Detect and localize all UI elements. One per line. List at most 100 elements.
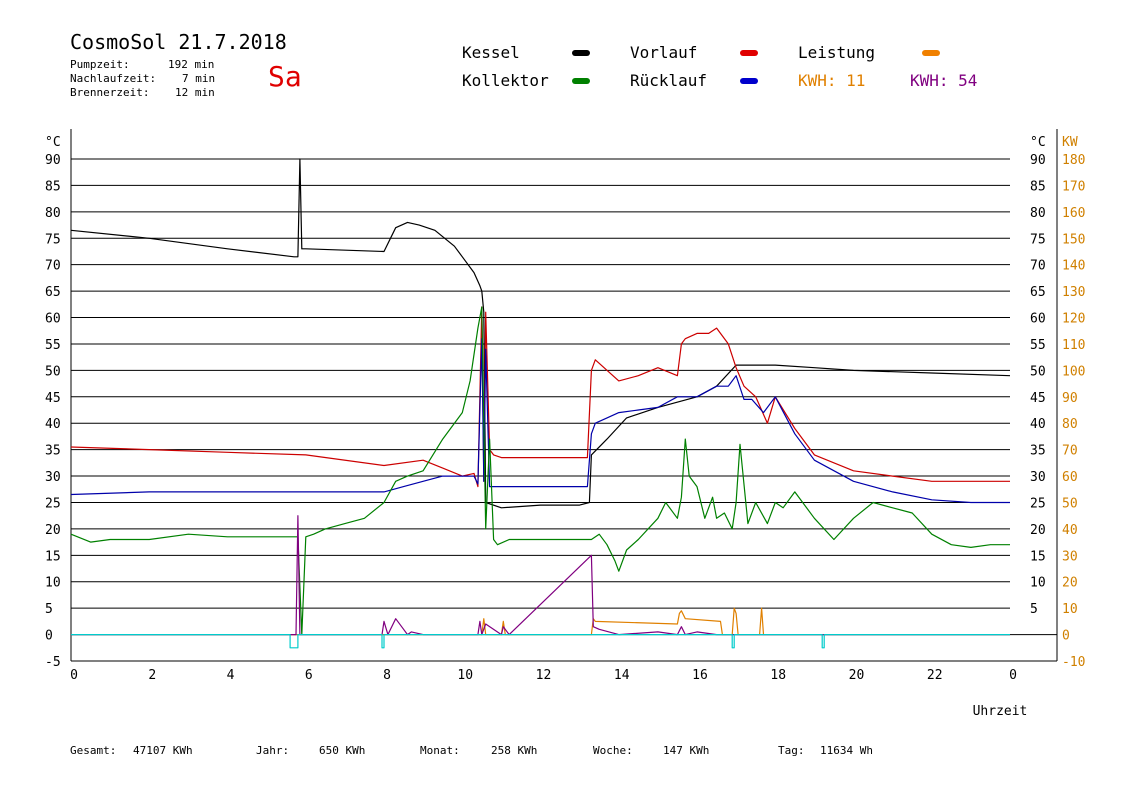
x-axis-label: Uhrzeit: [973, 704, 1028, 719]
footer-tag-label: Tag:: [778, 744, 805, 757]
series-line-kwh: [71, 515, 1010, 636]
footer-jahr-value: 650 KWh: [319, 744, 366, 757]
stat-nachlaufzeit-label: Nachlaufzeit:: [70, 72, 157, 85]
series-line-kollektor: [70, 306, 1010, 636]
stat-brennerzeit-value: 12 min: [175, 86, 215, 99]
stat-pumpzeit-value: 192 min: [168, 58, 215, 71]
y-tick-right-temp-16: 85: [1030, 179, 1046, 194]
y-tick-right-kw-3: 20: [1062, 576, 1078, 591]
y-tick-right-temp-3: 20: [1030, 523, 1046, 538]
legend-kwh-orange: KWH: 11: [798, 71, 866, 90]
x-tick-5: 10: [457, 668, 473, 683]
y-tick-right-kw-17: 160: [1062, 206, 1085, 221]
y-tick-left-9: 40: [45, 417, 61, 432]
series-line-rcklauf: [70, 338, 1010, 504]
y-tick-right-kw-5: 40: [1062, 523, 1078, 538]
y-tick-left-3: 10: [45, 576, 61, 591]
y-tick-left-4: 15: [45, 549, 61, 564]
y-tick-right-temp-17: 90: [1030, 153, 1046, 168]
y-tick-left-18: 85: [45, 179, 61, 194]
y-tick-left-15: 70: [45, 259, 61, 274]
legend-kollektor: Kollektor: [462, 71, 549, 90]
y-tick-right-temp-9: 50: [1030, 364, 1046, 379]
footer-gesamt-value: 47107 KWh: [133, 744, 193, 757]
x-tick-12: 0: [1009, 668, 1017, 683]
y-tick-right-kw-7: 60: [1062, 470, 1078, 485]
y-tick-right-kw-0: -10: [1062, 655, 1085, 670]
legend-kwh-purple: KWH: 54: [910, 71, 978, 90]
y-tick-left-6: 25: [45, 496, 61, 511]
legend-kessel: Kessel: [462, 43, 520, 62]
y-unit-right-kw: KW: [1062, 135, 1078, 150]
x-tick-0: 0: [70, 668, 78, 683]
x-tick-2: 4: [227, 668, 235, 683]
y-tick-right-kw-4: 30: [1062, 549, 1078, 564]
y-tick-right-temp-13: 70: [1030, 259, 1046, 274]
y-tick-right-kw-9: 80: [1062, 417, 1078, 432]
y-tick-right-kw-14: 130: [1062, 285, 1085, 300]
y-tick-right-temp-10: 55: [1030, 338, 1046, 353]
footer-tag-value: 11634 Wh: [820, 744, 873, 757]
x-tick-3: 6: [305, 668, 313, 683]
legend-kessel-swatch: [572, 50, 590, 56]
y-tick-right-temp-7: 40: [1030, 417, 1046, 432]
x-tick-11: 22: [927, 668, 943, 683]
legend-vorlauf-swatch: [740, 50, 758, 56]
y-tick-right-kw-2: 10: [1062, 602, 1078, 617]
y-tick-left-11: 50: [45, 364, 61, 379]
y-tick-left-16: 75: [45, 232, 61, 247]
footer-jahr-label: Jahr:: [256, 744, 290, 757]
y-tick-left-0: -5: [45, 655, 61, 670]
legend-leistung: Leistung: [798, 43, 876, 62]
y-tick-right-kw-15: 140: [1062, 259, 1085, 274]
y-tick-left-10: 45: [45, 391, 61, 406]
x-tick-9: 18: [770, 668, 786, 683]
x-tick-6: 12: [536, 668, 552, 683]
footer-monat-value: 258 KWh: [491, 744, 538, 757]
y-tick-right-temp-6: 35: [1030, 444, 1046, 459]
y-tick-right-temp-1: 10: [1030, 576, 1046, 591]
y-tick-right-temp-5: 30: [1030, 470, 1046, 485]
stat-brennerzeit-label: Brennerzeit:: [70, 86, 150, 99]
x-tick-1: 2: [148, 668, 156, 683]
y-tick-right-kw-13: 120: [1062, 312, 1085, 327]
y-tick-left-19: 90: [45, 153, 61, 168]
footer-monat-label: Monat:: [420, 744, 460, 757]
legend-ruecklauf: Rücklauf: [630, 71, 708, 90]
legend-vorlauf: Vorlauf: [630, 43, 698, 62]
y-tick-left-5: 20: [45, 523, 61, 538]
y-tick-right-temp-4: 25: [1030, 496, 1046, 511]
y-tick-right-kw-8: 70: [1062, 444, 1078, 459]
y-tick-right-kw-6: 50: [1062, 496, 1078, 511]
footer-woche-label: Woche:: [593, 744, 633, 757]
series-line-kessel: [70, 158, 1011, 509]
x-tick-4: 8: [383, 668, 391, 683]
y-unit-right-temp: °C: [1030, 135, 1046, 150]
y-tick-right-temp-15: 80: [1030, 206, 1046, 221]
y-tick-left-8: 35: [45, 444, 61, 459]
y-tick-right-kw-11: 100: [1062, 364, 1085, 379]
y-tick-right-temp-0: 5: [1030, 602, 1038, 617]
legend-kollektor-swatch: [572, 78, 590, 84]
y-tick-left-12: 55: [45, 338, 61, 353]
y-tick-right-temp-11: 60: [1030, 312, 1046, 327]
y-tick-left-13: 60: [45, 312, 61, 327]
y-unit-left: °C: [45, 135, 61, 150]
y-tick-right-temp-12: 65: [1030, 285, 1046, 300]
x-tick-8: 16: [692, 668, 708, 683]
stat-nachlaufzeit-value: 7 min: [182, 72, 216, 85]
stat-pumpzeit-label: Pumpzeit:: [70, 58, 130, 71]
y-tick-left-2: 5: [45, 602, 53, 617]
y-tick-left-14: 65: [45, 285, 61, 300]
y-tick-right-temp-8: 45: [1030, 391, 1046, 406]
y-tick-left-1: 0: [45, 629, 53, 644]
y-tick-right-kw-16: 150: [1062, 232, 1085, 247]
y-tick-left-17: 80: [45, 206, 61, 221]
page-title: CosmoSol 21.7.2018: [70, 30, 287, 54]
y-tick-right-kw-1: 0: [1062, 629, 1070, 644]
x-tick-7: 14: [614, 668, 630, 683]
x-tick-10: 20: [849, 668, 865, 683]
footer-woche-value: 147 KWh: [663, 744, 710, 757]
y-tick-right-temp-14: 75: [1030, 232, 1046, 247]
